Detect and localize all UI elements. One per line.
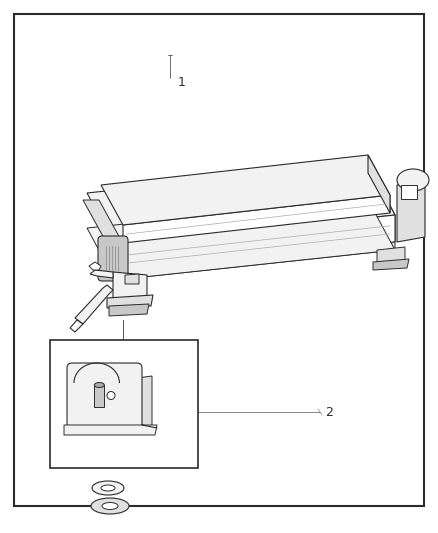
Polygon shape xyxy=(75,285,113,324)
FancyBboxPatch shape xyxy=(67,363,142,428)
Text: 1: 1 xyxy=(178,76,186,88)
Polygon shape xyxy=(109,304,149,316)
Polygon shape xyxy=(115,242,395,280)
Polygon shape xyxy=(101,155,390,225)
Bar xyxy=(94,385,104,407)
Ellipse shape xyxy=(94,383,104,387)
Text: 2: 2 xyxy=(325,406,333,418)
Polygon shape xyxy=(115,215,395,272)
Polygon shape xyxy=(123,195,390,243)
Polygon shape xyxy=(367,163,395,242)
Ellipse shape xyxy=(397,169,429,191)
Polygon shape xyxy=(373,259,409,270)
Ellipse shape xyxy=(91,498,129,514)
Polygon shape xyxy=(89,262,101,270)
Polygon shape xyxy=(87,198,395,280)
Ellipse shape xyxy=(101,485,115,491)
Polygon shape xyxy=(125,274,139,284)
Bar xyxy=(50,340,198,468)
Polygon shape xyxy=(137,376,152,428)
Bar xyxy=(401,185,417,199)
Polygon shape xyxy=(90,270,113,278)
Polygon shape xyxy=(368,155,390,213)
Circle shape xyxy=(107,392,115,400)
Polygon shape xyxy=(70,320,83,332)
Polygon shape xyxy=(107,295,153,308)
Ellipse shape xyxy=(102,503,118,510)
Polygon shape xyxy=(83,200,121,240)
Polygon shape xyxy=(87,163,395,245)
Polygon shape xyxy=(397,180,425,242)
FancyBboxPatch shape xyxy=(98,236,128,281)
Polygon shape xyxy=(64,425,157,435)
Polygon shape xyxy=(113,272,147,300)
Polygon shape xyxy=(377,247,405,264)
Ellipse shape xyxy=(92,481,124,495)
